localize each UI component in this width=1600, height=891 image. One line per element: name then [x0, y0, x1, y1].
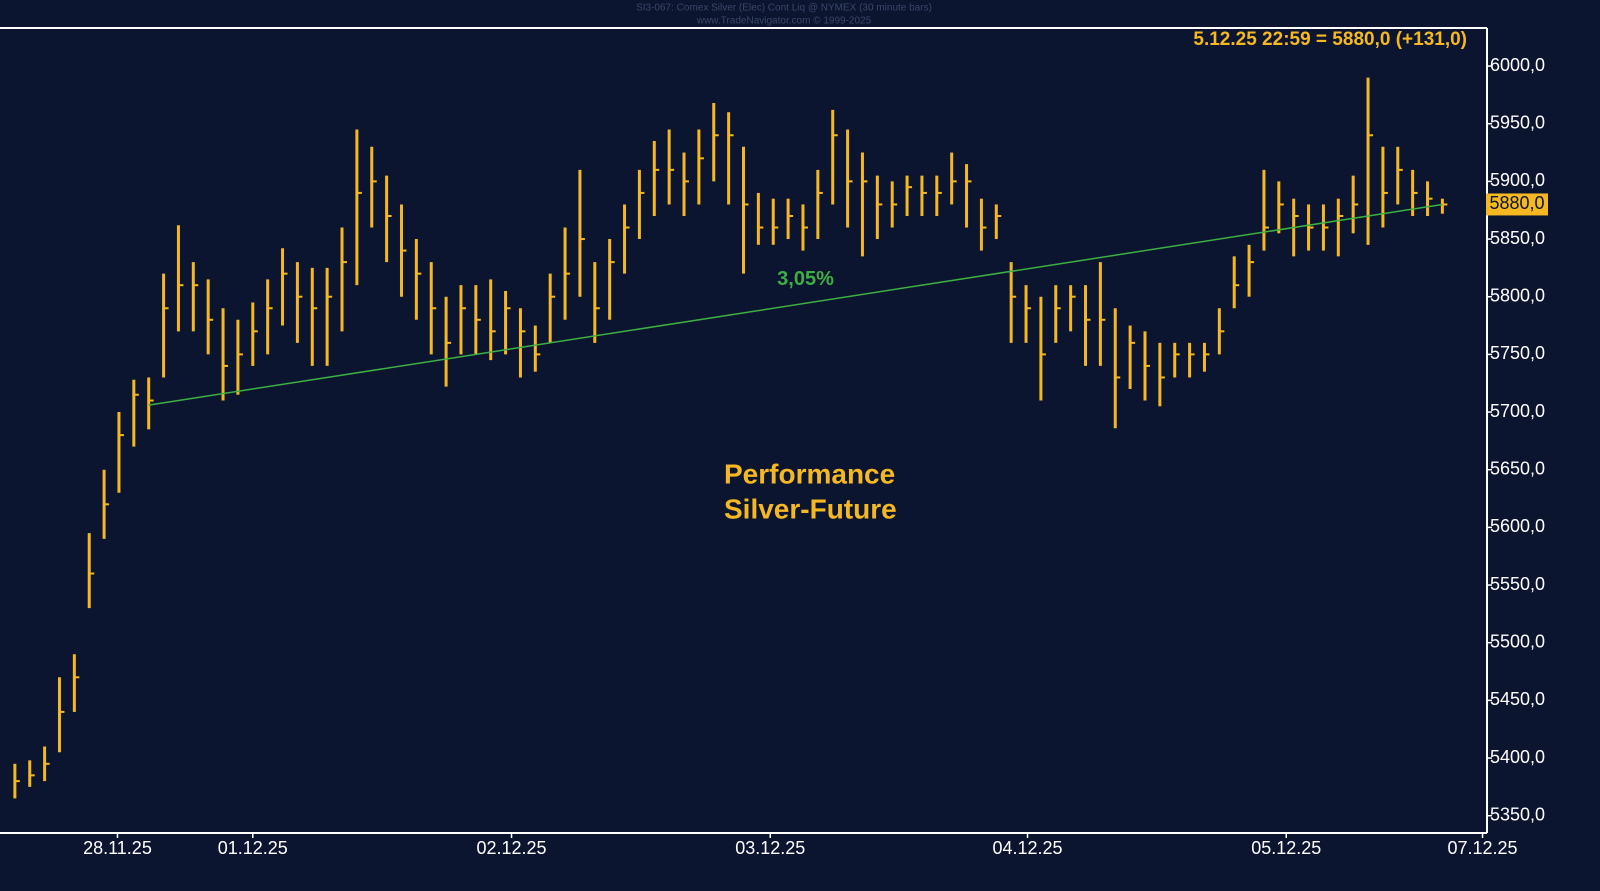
last-price-box	[1486, 193, 1548, 216]
y-tick-label: 5600,0	[1490, 516, 1545, 536]
y-tick-label: 6000,0	[1490, 55, 1545, 75]
x-tick-label: 03.12.25	[735, 838, 805, 858]
x-tick-label: 02.12.25	[476, 838, 546, 858]
annotation: Performance	[724, 458, 895, 489]
x-tick-label: 28.11.25	[83, 838, 152, 858]
x-tick-label: 05.12.25	[1251, 838, 1321, 858]
y-tick-label: 5550,0	[1490, 574, 1545, 594]
y-tick-label: 5700,0	[1490, 401, 1545, 421]
y-tick-label: 5950,0	[1490, 112, 1545, 132]
x-tick-label: 01.12.25	[218, 838, 288, 858]
y-tick-label: 5350,0	[1490, 804, 1545, 824]
y-tick-label: 5500,0	[1490, 631, 1545, 651]
y-tick-label: 5400,0	[1490, 747, 1545, 767]
chart-subtitle: www.TradeNavigator.com © 1999-2025	[696, 16, 872, 27]
y-tick-label: 5800,0	[1490, 285, 1545, 305]
y-tick-label: 5650,0	[1490, 458, 1545, 478]
trend-line	[148, 203, 1443, 406]
x-tick-label: 04.12.25	[992, 838, 1062, 858]
price-header: 5.12.25 22:59 = 5880,0 (+131,0)	[1193, 29, 1467, 50]
x-tick-label: 07.12.25	[1447, 838, 1517, 858]
y-tick-label: 5750,0	[1490, 343, 1545, 363]
annotation: Silver-Future	[724, 493, 897, 524]
last-price-label: 5880,0	[1489, 193, 1544, 213]
y-tick-label: 5450,0	[1490, 689, 1545, 709]
y-tick-label: 5900,0	[1490, 170, 1545, 190]
trend-label: 3,05%	[777, 268, 834, 290]
y-tick-label: 5850,0	[1490, 228, 1545, 248]
chart-title: SI3-067: Comex Silver (Elec) Cont Liq @ …	[636, 3, 932, 14]
